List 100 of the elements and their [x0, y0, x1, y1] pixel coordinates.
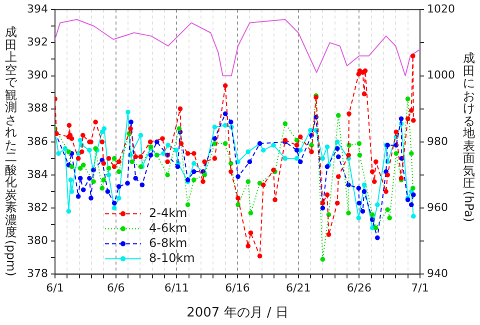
- point: [80, 162, 86, 168]
- point: [78, 176, 83, 181]
- y-tick-label: 382: [26, 200, 48, 214]
- point: [105, 189, 110, 194]
- point: [394, 151, 399, 156]
- point: [148, 152, 154, 158]
- point: [68, 178, 74, 182]
- y-tick-label: 392: [26, 36, 48, 49]
- point: [385, 207, 390, 212]
- x-tick-label: 6/26: [346, 282, 372, 295]
- point: [411, 192, 416, 198]
- point: [320, 156, 326, 161]
- point: [408, 202, 414, 208]
- point: [192, 161, 196, 166]
- point: [174, 148, 179, 153]
- point: [101, 178, 106, 182]
- point: [80, 187, 86, 192]
- point: [76, 194, 81, 199]
- point: [112, 156, 117, 161]
- point: [228, 120, 234, 124]
- point: [69, 164, 74, 170]
- point: [116, 196, 122, 201]
- point: [212, 136, 218, 141]
- point: [356, 186, 362, 191]
- x-tick-label: 6/11: [164, 282, 190, 295]
- point: [362, 182, 367, 188]
- point: [336, 154, 341, 160]
- text: 成田における地表面気圧 (hPa): [462, 51, 476, 222]
- point: [356, 200, 362, 206]
- point: [405, 96, 410, 102]
- x-tick-label: 7/1: [411, 282, 429, 295]
- point: [360, 208, 366, 214]
- point: [222, 141, 228, 146]
- y2-tick-label: 960: [427, 200, 448, 214]
- x-tick-label: 6/1: [46, 282, 64, 295]
- point: [294, 156, 300, 161]
- point: [260, 148, 266, 153]
- point: [362, 189, 367, 194]
- point: [100, 130, 105, 134]
- point: [78, 166, 83, 171]
- point: [294, 148, 300, 153]
- point: [133, 176, 138, 181]
- y2-tick-label: 940: [427, 267, 448, 280]
- point: [356, 141, 362, 146]
- point: [357, 152, 362, 158]
- point: [126, 110, 130, 115]
- y2-tick-label: 1000: [427, 68, 456, 82]
- point: [246, 149, 251, 154]
- point: [346, 210, 351, 216]
- point: [228, 161, 234, 166]
- point: [166, 142, 170, 148]
- point: [308, 128, 313, 133]
- point: [248, 210, 254, 216]
- point: [222, 111, 228, 116]
- point: [161, 151, 166, 156]
- y-tick-label: 384: [26, 168, 48, 181]
- point: [112, 206, 117, 210]
- point: [246, 179, 251, 184]
- point: [88, 196, 94, 201]
- x-tick-label: 6/16: [225, 282, 250, 295]
- point: [125, 180, 130, 186]
- point: [370, 217, 375, 222]
- y2-tick-label: 1020: [427, 2, 456, 16]
- point: [106, 172, 112, 178]
- y-tick-label: 386: [26, 134, 48, 148]
- y-tick-label: 380: [26, 234, 48, 247]
- point: [66, 208, 72, 214]
- legend-label: 2-4km: [148, 206, 188, 220]
- point: [62, 146, 68, 151]
- point: [282, 156, 288, 161]
- point: [185, 202, 190, 208]
- point: [176, 126, 182, 132]
- point: [370, 212, 375, 218]
- point: [175, 164, 180, 170]
- point: [298, 159, 303, 164]
- point: [138, 132, 144, 138]
- point: [320, 206, 326, 210]
- point: [334, 140, 340, 144]
- point: [222, 122, 228, 128]
- point: [375, 202, 380, 208]
- legend-label: 4-6km: [148, 220, 188, 235]
- point: [192, 178, 196, 182]
- point: [387, 216, 392, 220]
- text: 成田上空で観測された二酸化炭素濃度 (ppm): [4, 25, 18, 276]
- point: [192, 169, 196, 174]
- y-tick-label: 388: [26, 102, 48, 115]
- x-tick-label: 6/6: [106, 282, 125, 295]
- point: [236, 174, 240, 180]
- point: [100, 186, 105, 191]
- point: [212, 124, 218, 130]
- point: [398, 116, 404, 122]
- point: [411, 214, 416, 219]
- point: [56, 151, 61, 156]
- point: [324, 144, 330, 150]
- point: [334, 146, 340, 151]
- point: [336, 113, 341, 118]
- x-axis-title: 2007 年の月 / 日: [186, 306, 288, 321]
- point: [106, 166, 112, 171]
- point: [116, 184, 122, 189]
- point: [375, 235, 380, 240]
